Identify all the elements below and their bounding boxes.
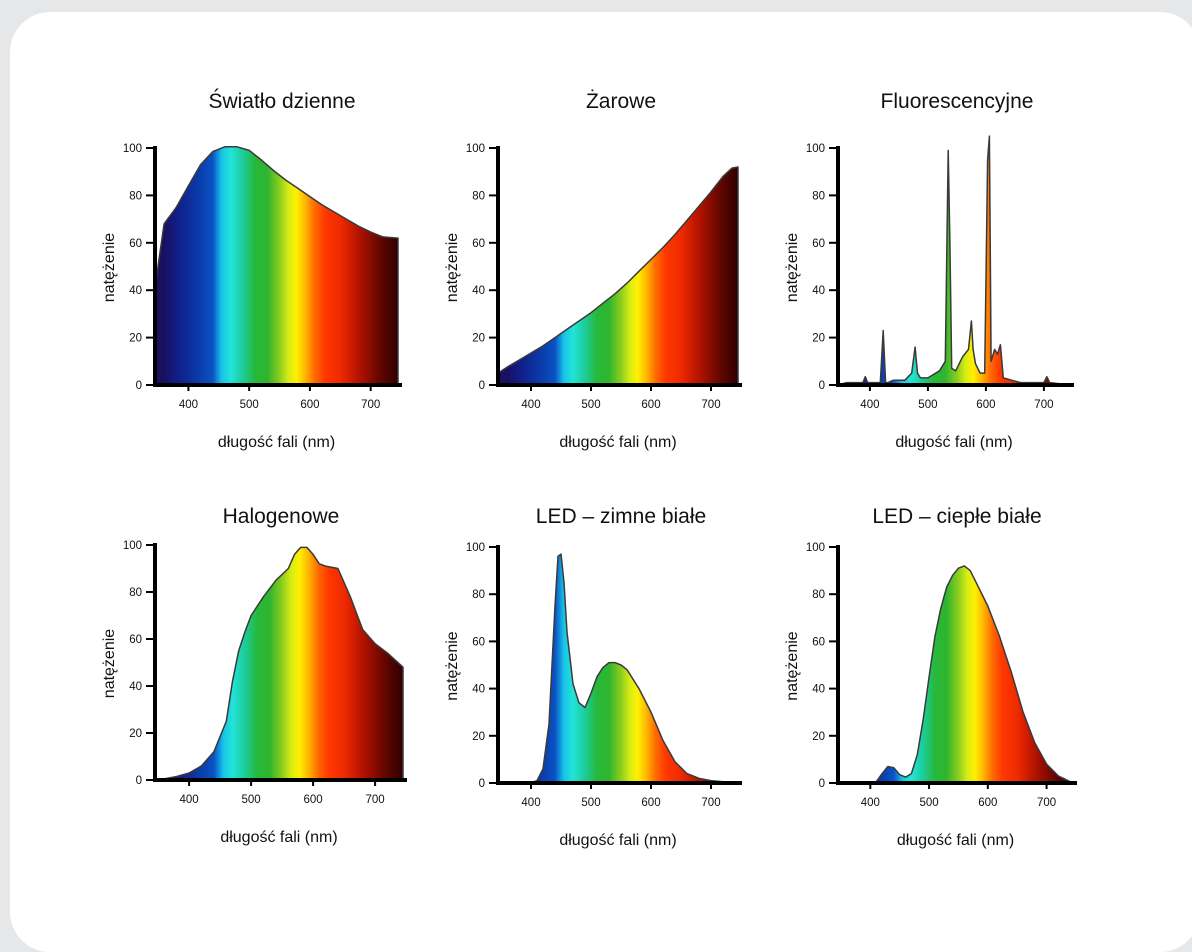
x-tick-label: 400 — [180, 794, 199, 806]
y-tick-label: 100 — [806, 542, 825, 554]
x-tick-label: 600 — [976, 399, 995, 411]
chart-title: Fluorescencyjne — [881, 90, 1034, 113]
y-tick-label: 80 — [472, 190, 485, 202]
y-tick-label: 60 — [472, 238, 485, 250]
x-tick-label: 400 — [860, 399, 879, 411]
y-tick-label: 60 — [812, 636, 825, 648]
x-tick-label: 500 — [240, 399, 259, 411]
chart-5: 0 20 40 60 80 100 400 500 600 700 LED – zimne biał… — [444, 505, 742, 849]
y-axis-label: natężenie — [101, 629, 118, 698]
x-tick-label: 500 — [242, 794, 261, 806]
x-tick-label: 700 — [361, 399, 380, 411]
y-tick-label: 100 — [466, 143, 485, 155]
chart-2: 0 20 40 60 80 100 400 500 600 700 Żarowe długość fa… — [444, 90, 742, 451]
x-tick-label: 500 — [581, 399, 600, 411]
y-tick-label: 60 — [812, 238, 825, 250]
y-tick-label: 20 — [812, 731, 825, 743]
x-tick-label: 600 — [300, 399, 319, 411]
x-axis-label: długość fali (nm) — [559, 832, 676, 849]
y-tick-label: 20 — [812, 333, 825, 345]
x-tick-label: 700 — [701, 399, 720, 411]
axes — [836, 146, 1074, 387]
spectrum-area — [497, 166, 739, 386]
x-tick-label: 500 — [918, 399, 937, 411]
x-tick-label: 700 — [1037, 797, 1056, 809]
chart-title: LED – zimne białe — [536, 505, 706, 528]
y-tick-label: 100 — [123, 143, 142, 155]
y-tick-label: 80 — [812, 190, 825, 202]
y-tick-label: 80 — [129, 190, 142, 202]
y-tick-label: 80 — [472, 589, 485, 601]
y-tick-label: 40 — [812, 285, 825, 297]
y-tick-label: 0 — [819, 778, 825, 790]
y-tick-label: 20 — [472, 731, 485, 743]
chart-4: 0 20 40 60 80 100 400 500 600 700 Halogenowe długoś… — [101, 505, 407, 846]
y-tick-label: 40 — [472, 684, 485, 696]
y-axis-label: natężenie — [101, 233, 118, 302]
y-tick-label: 0 — [136, 380, 142, 392]
y-tick-label: 0 — [136, 775, 142, 787]
chart-title: Halogenowe — [223, 505, 340, 528]
x-tick-label: 600 — [304, 794, 323, 806]
x-tick-label: 400 — [521, 797, 540, 809]
spectrum-area — [154, 146, 399, 386]
chart-title: Światło dzienne — [208, 89, 355, 113]
y-axis-label: natężenie — [784, 233, 801, 302]
x-axis-label: długość fali (nm) — [218, 434, 335, 451]
x-tick-label: 500 — [581, 797, 600, 809]
y-tick-label: 40 — [129, 681, 142, 693]
y-tick-label: 20 — [472, 333, 485, 345]
y-tick-label: 0 — [479, 778, 485, 790]
y-tick-label: 40 — [472, 285, 485, 297]
x-axis-label: długość fali (nm) — [559, 434, 676, 451]
spectrum-area — [497, 553, 739, 784]
x-axis-label: długość fali (nm) — [897, 832, 1014, 849]
x-tick-label: 700 — [1034, 399, 1053, 411]
y-tick-label: 60 — [129, 634, 142, 646]
x-tick-label: 700 — [366, 794, 385, 806]
y-axis-label: natężenie — [444, 631, 461, 700]
x-tick-label: 600 — [978, 797, 997, 809]
x-axis-label: długość fali (nm) — [895, 434, 1012, 451]
x-tick-label: 600 — [641, 399, 660, 411]
y-axis-label: natężenie — [444, 233, 461, 302]
x-tick-label: 400 — [521, 399, 540, 411]
x-tick-label: 400 — [861, 797, 880, 809]
y-tick-label: 0 — [819, 380, 825, 392]
chart-title: LED – ciepłe białe — [872, 505, 1041, 528]
y-tick-label: 80 — [129, 587, 142, 599]
y-tick-label: 60 — [129, 238, 142, 250]
y-tick-label: 100 — [466, 542, 485, 554]
chart-3: 0 20 40 60 80 100 400 500 600 700 Fluorescencyjne d… — [784, 90, 1074, 451]
y-tick-label: 20 — [129, 333, 142, 345]
y-axis-label: natężenie — [784, 631, 801, 700]
x-axis-label: długość fali (nm) — [220, 829, 337, 846]
x-tick-label: 400 — [179, 399, 198, 411]
y-tick-label: 40 — [129, 285, 142, 297]
spectrum-area — [837, 135, 1071, 386]
chart-1: 0 20 40 60 80 100 400 500 600 700 Światło dzienne d… — [101, 89, 402, 451]
chart-6: 0 20 40 60 80 100 400 500 600 700 LED – ciepłe bia… — [784, 505, 1077, 849]
y-tick-label: 100 — [123, 540, 142, 552]
y-tick-label: 60 — [472, 636, 485, 648]
chart-title: Żarowe — [586, 90, 656, 113]
x-tick-label: 500 — [919, 797, 938, 809]
y-tick-label: 100 — [806, 143, 825, 155]
y-tick-label: 20 — [129, 728, 142, 740]
spectrum-area — [154, 546, 404, 781]
y-tick-label: 40 — [812, 684, 825, 696]
x-tick-label: 600 — [641, 797, 660, 809]
y-tick-label: 0 — [479, 380, 485, 392]
x-tick-label: 700 — [701, 797, 720, 809]
y-tick-label: 80 — [812, 589, 825, 601]
spectrum-area — [837, 565, 1074, 784]
